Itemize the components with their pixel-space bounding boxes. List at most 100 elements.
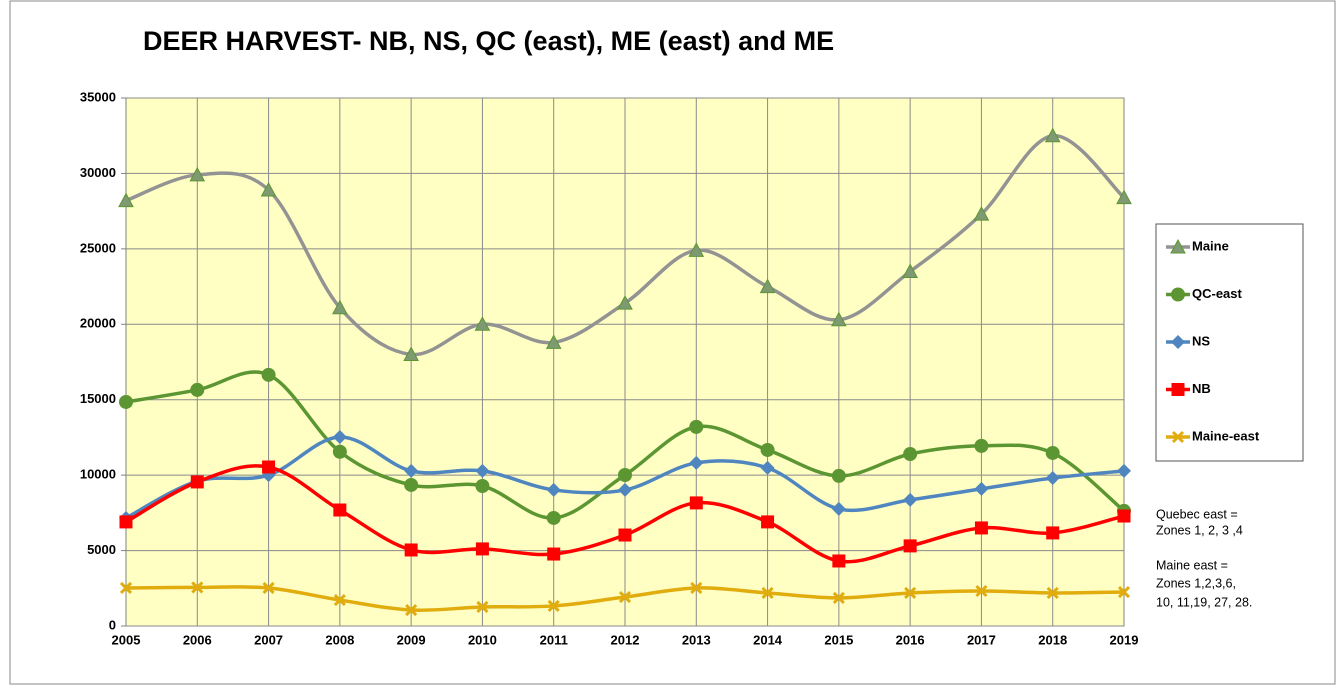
data-point [617,295,633,310]
data-point [760,460,775,475]
data-point [546,482,561,497]
x-tick-label: 2012 [611,632,640,647]
note: Zones 1,2,3,6, [1156,576,1236,590]
data-point [1046,526,1060,540]
data-point [404,543,418,557]
data-point [1117,463,1131,478]
x-tick-label: 2019 [1110,632,1139,647]
data-point [903,492,918,507]
data-point [333,503,347,517]
data-point [332,444,347,459]
data-point [903,539,917,553]
y-tick-label: 20000 [80,316,116,331]
legend-marker [1171,383,1185,396]
data-point [832,554,846,568]
legend-marker [1171,287,1185,302]
data-point [831,501,846,516]
data-point [190,382,205,397]
y-tick-label: 30000 [80,165,116,180]
y-tick-label: 15000 [80,391,116,406]
data-point [547,599,560,612]
x-tick-label: 2007 [254,632,283,647]
legend-label: Maine-east [1192,428,1260,443]
data-point [190,475,204,489]
data-point [1116,189,1132,205]
data-point [689,419,704,434]
data-point [690,581,703,595]
data-point [119,515,133,529]
data-point [475,542,489,556]
data-point [191,581,204,594]
data-point [1046,586,1059,600]
data-point [404,463,419,478]
data-point [618,467,632,482]
data-point [333,593,346,607]
x-tick-label: 2005 [112,632,141,647]
note: Zones 1, 2, 3 ,4 [1156,523,1243,537]
data-point [119,394,133,409]
data-point [1045,471,1060,486]
legend-marker [1171,430,1185,444]
legend-marker [1170,238,1186,254]
y-tick-label: 35000 [80,89,116,104]
data-point [261,367,276,382]
x-tick-label: 2006 [183,632,212,647]
data-point [761,515,775,529]
data-point [689,496,703,510]
data-point [474,316,491,331]
note: 10, 11,19, 27, 28. [1156,595,1252,609]
chart-title: DEER HARVEST- NB, NS, QC (east), ME (eas… [143,26,834,56]
legend-label: Maine [1192,238,1229,253]
data-point [262,581,275,595]
data-point [475,479,490,494]
x-tick-label: 2011 [540,632,568,647]
data-point [262,460,276,474]
data-point [332,429,347,444]
legend-marker [1171,335,1185,349]
x-tick-label: 2010 [468,632,497,647]
x-tick-label: 2008 [325,632,354,647]
data-point [974,521,988,535]
note: Maine east = [1156,558,1228,572]
data-point [831,311,847,327]
legend-label: NS [1192,333,1210,348]
data-point [618,590,632,604]
x-tick-label: 2017 [967,632,996,647]
data-point [1117,585,1131,599]
data-point [1045,445,1060,460]
y-tick-label: 0 [109,617,116,632]
legend-label: NB [1192,381,1211,396]
data-point [546,510,561,525]
x-tick-label: 2016 [896,632,925,647]
data-point [404,477,419,492]
data-point [904,586,917,600]
y-tick-label: 25000 [80,240,116,255]
data-point [332,299,348,315]
data-point [547,547,561,561]
x-tick-label: 2009 [397,632,426,647]
data-point [545,334,562,349]
data-point [689,455,704,470]
x-tick-label: 2018 [1038,632,1067,647]
y-tick-label: 10000 [80,467,116,482]
data-point [831,468,846,483]
note: Quebec east = [1156,507,1238,521]
data-point [476,600,489,614]
data-point [403,346,419,361]
data-point [760,442,775,457]
data-point [405,603,418,617]
data-point [832,591,845,605]
data-point [475,463,490,478]
x-tick-label: 2015 [824,632,853,647]
x-tick-label: 2014 [753,632,783,647]
data-point [759,278,776,294]
y-tick-label: 5000 [87,542,116,557]
data-point [974,481,989,496]
data-point [1117,509,1131,523]
data-point [973,206,990,221]
data-point [688,242,705,257]
x-tick-label: 2013 [682,632,711,647]
data-point [618,482,632,497]
